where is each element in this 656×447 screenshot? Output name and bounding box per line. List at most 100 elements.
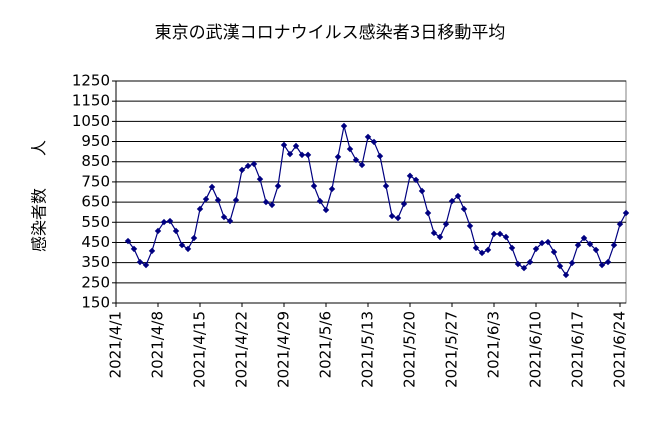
data-point (358, 161, 366, 169)
data-point (556, 262, 564, 270)
data-point (454, 192, 462, 200)
data-point (532, 245, 540, 253)
data-point (154, 227, 162, 235)
x-tick-label: 2021/4/15 (191, 311, 209, 388)
data-point (304, 151, 312, 159)
y-axis-label: 感染者数 人 (30, 140, 49, 252)
data-point (472, 244, 480, 252)
data-point (412, 176, 420, 184)
data-point (568, 259, 576, 267)
data-point (190, 234, 198, 242)
x-tick-label: 2021/5/27 (443, 311, 461, 388)
x-tick-label: 2021/5/13 (359, 311, 377, 388)
data-point (328, 185, 336, 193)
data-point (214, 196, 222, 204)
y-tick-label: 1050 (72, 112, 110, 130)
data-point (436, 233, 444, 241)
data-point (160, 218, 168, 226)
data-point (586, 240, 594, 248)
data-point (370, 138, 378, 146)
data-point (244, 162, 252, 170)
x-tick-label: 2021/6/10 (527, 311, 545, 388)
data-point (238, 166, 246, 174)
data-point (592, 246, 600, 254)
data-point (604, 258, 612, 266)
data-point (334, 153, 342, 161)
data-point (622, 209, 630, 217)
data-point (562, 271, 570, 279)
data-point (172, 227, 180, 235)
x-tick-label: 2021/4/1 (107, 311, 125, 378)
data-point (316, 197, 324, 205)
data-point (274, 182, 282, 190)
data-point (574, 241, 582, 249)
data-point (490, 230, 498, 238)
data-point (142, 261, 150, 269)
data-point (406, 172, 414, 180)
data-point (484, 246, 492, 254)
x-tick-label: 2021/5/6 (317, 311, 335, 378)
data-point (400, 200, 408, 208)
data-point (502, 233, 510, 241)
data-point (418, 187, 426, 195)
data-point (256, 175, 264, 183)
y-tick-label: 350 (81, 253, 110, 271)
x-tick-label: 2021/4/22 (233, 311, 251, 388)
y-tick-label: 750 (81, 172, 110, 190)
x-tick-label: 2021/6/17 (569, 311, 587, 388)
data-point (424, 209, 432, 217)
data-point (208, 183, 216, 191)
data-point (538, 239, 546, 247)
data-point (520, 264, 528, 272)
plot-area (115, 80, 627, 304)
data-point (376, 152, 384, 160)
y-tick-label: 650 (81, 193, 110, 211)
data-point (496, 230, 504, 238)
data-point (514, 260, 522, 268)
data-point (448, 197, 456, 205)
data-point (460, 205, 468, 213)
data-point (526, 258, 534, 266)
data-point (298, 151, 306, 159)
data-point (346, 145, 354, 153)
data-point (124, 237, 132, 245)
data-point (616, 220, 624, 228)
x-tick-label: 2021/4/8 (149, 311, 167, 378)
chart-title: 東京の武漢コロナウイルス感染者3日移動平均 (155, 23, 506, 43)
data-point (292, 142, 300, 150)
data-point (166, 217, 174, 225)
data-point (508, 244, 516, 252)
data-point (388, 212, 396, 220)
y-tick-label: 1150 (72, 92, 110, 110)
data-point (280, 141, 288, 149)
data-point (442, 220, 450, 228)
y-tick-label: 450 (81, 233, 110, 251)
data-point (250, 160, 258, 168)
data-point (202, 195, 210, 203)
data-point (232, 196, 240, 204)
x-tick-label: 2021/6/24 (611, 311, 629, 388)
data-point (394, 214, 402, 222)
data-point (580, 234, 588, 242)
data-point (310, 182, 318, 190)
x-tick-label: 2021/6/3 (485, 311, 503, 378)
x-tick-label: 2021/5/20 (401, 311, 419, 388)
y-tick-label: 550 (81, 213, 110, 231)
data-point (226, 217, 234, 225)
data-point (478, 249, 486, 257)
data-point (382, 182, 390, 190)
data-point (352, 156, 360, 164)
data-point (550, 248, 558, 256)
data-point (430, 229, 438, 237)
data-point (364, 133, 372, 141)
data-point (136, 258, 144, 266)
data-point (196, 205, 204, 213)
y-tick-label: 150 (81, 294, 110, 312)
x-tick-label: 2021/4/29 (275, 311, 293, 388)
data-point (262, 198, 270, 206)
data-point (598, 261, 606, 269)
data-point (148, 247, 156, 255)
y-tick-label: 950 (81, 132, 110, 150)
data-point (286, 150, 294, 158)
